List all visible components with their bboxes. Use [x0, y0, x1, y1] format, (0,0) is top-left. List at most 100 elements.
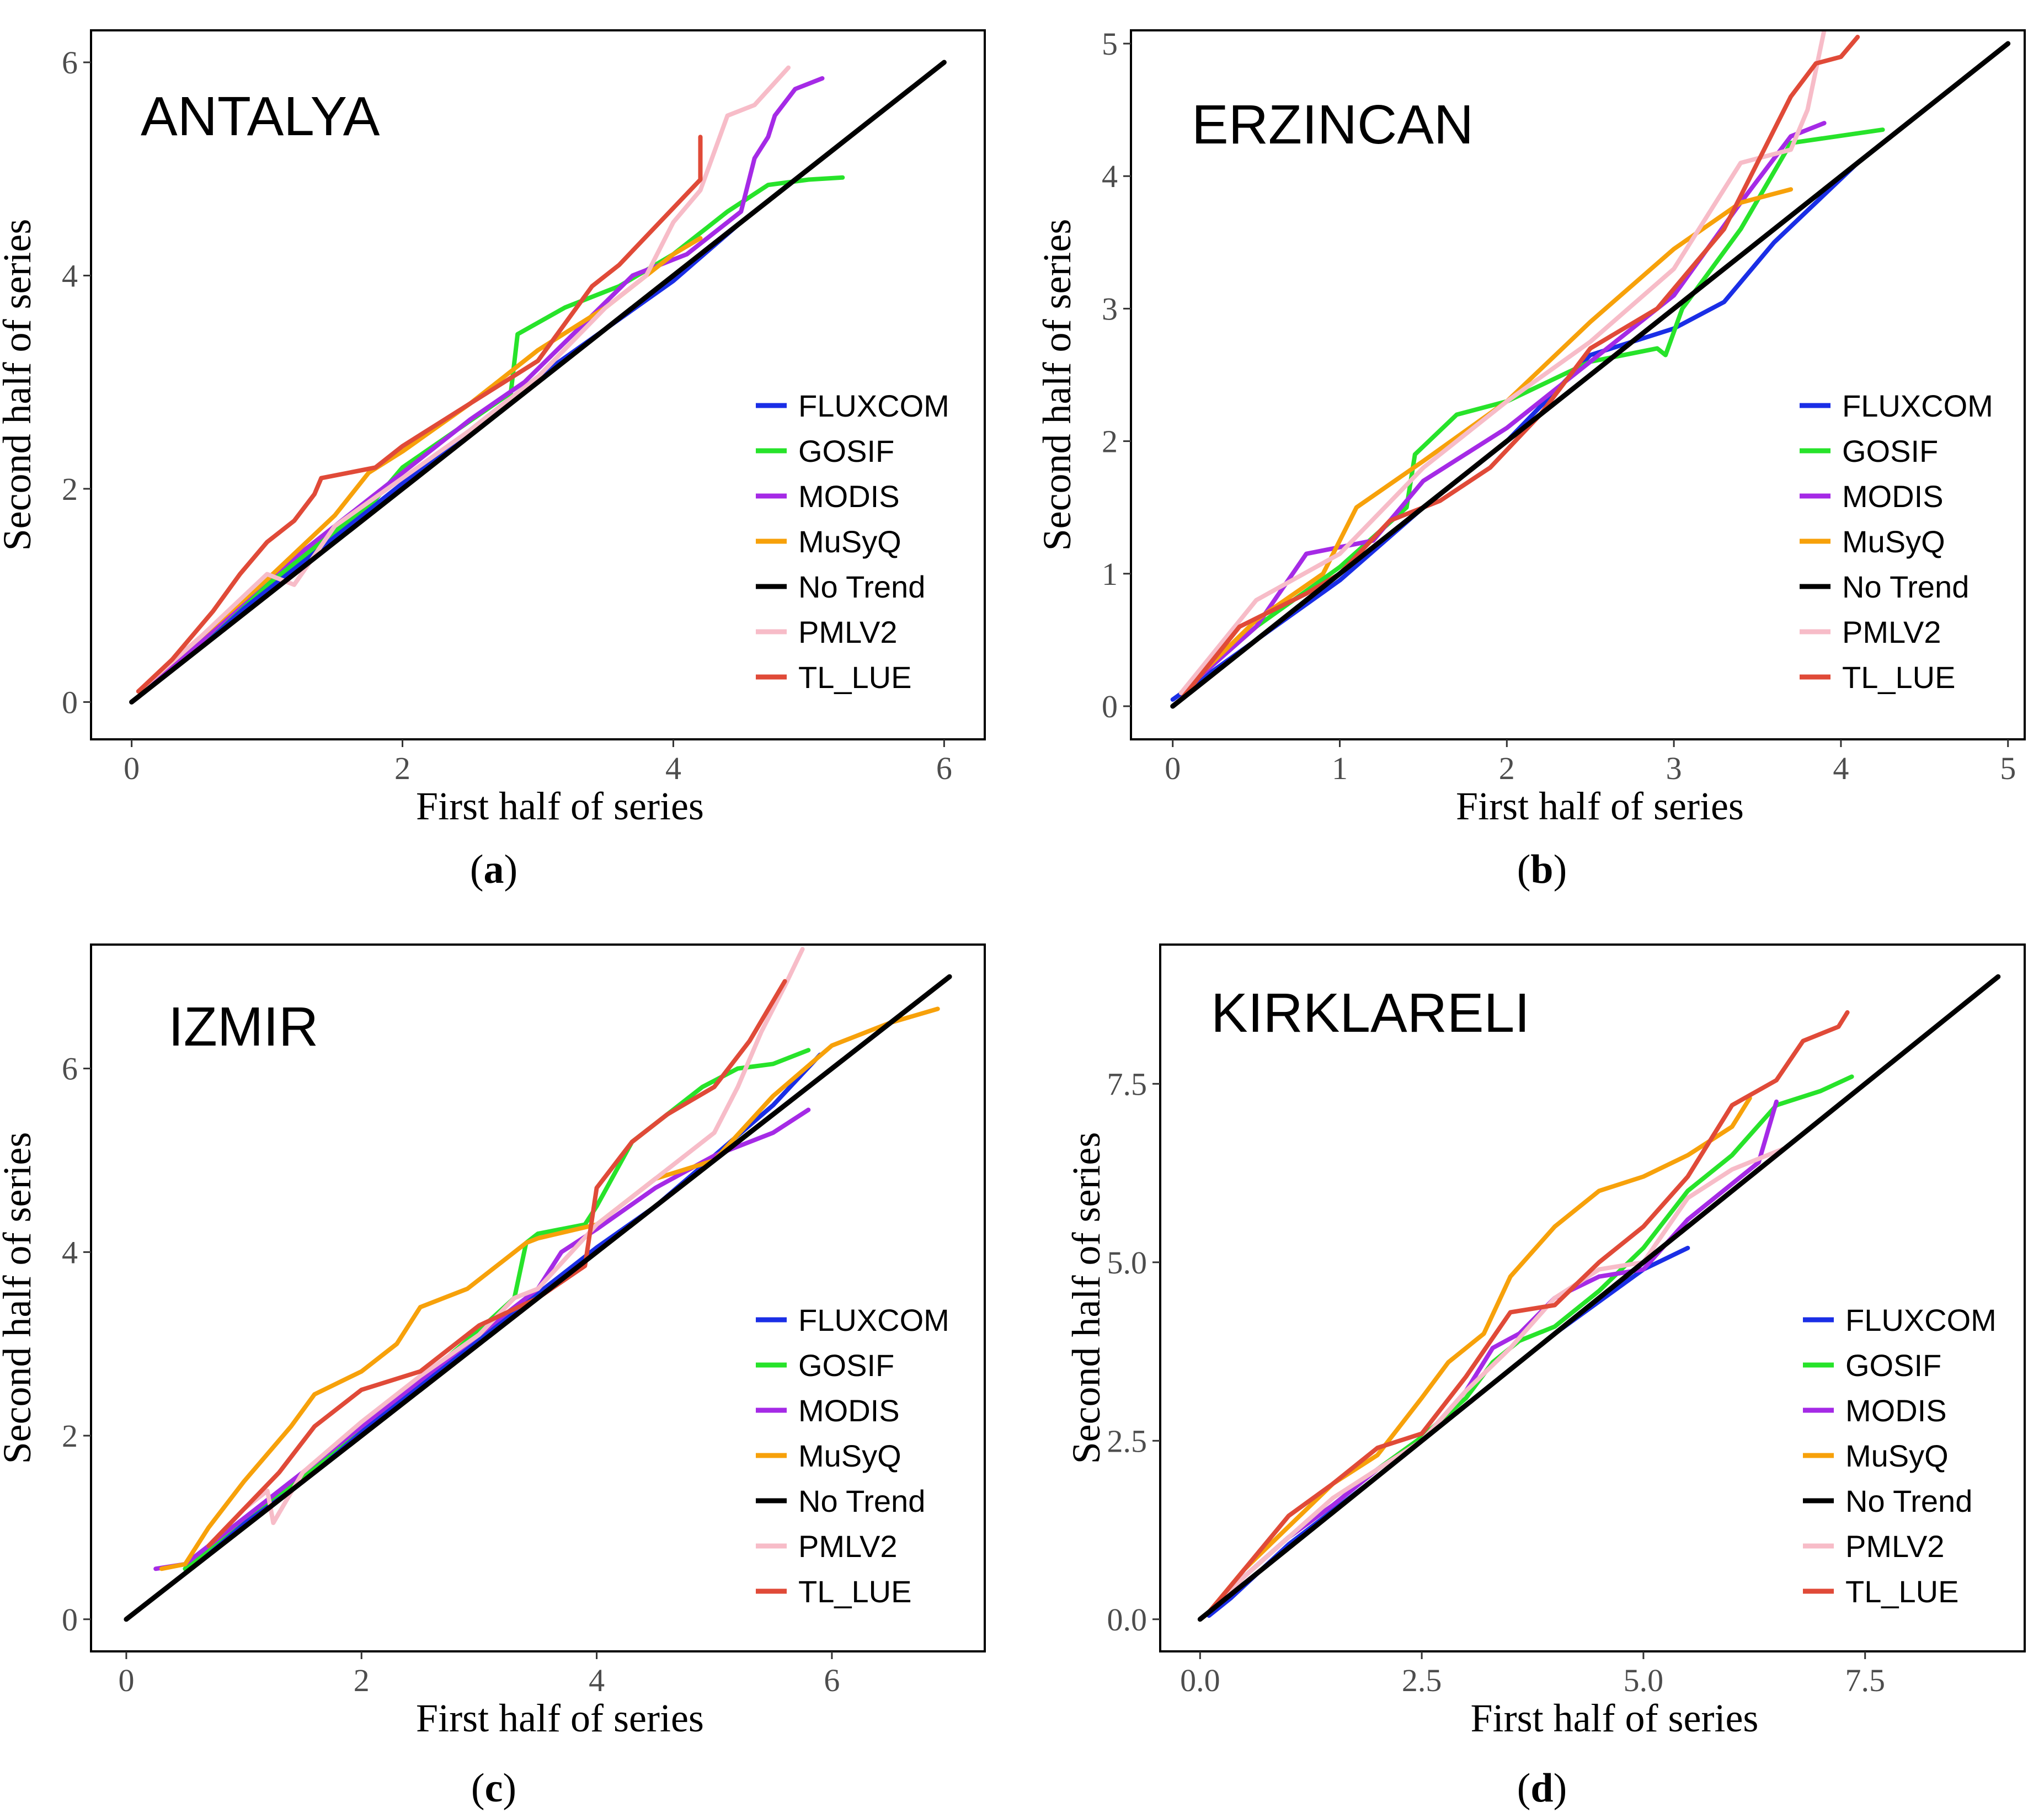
chart-chart_data-2-series-pmlv2	[206, 947, 805, 1548]
chart-chart_data-1-series-gosif	[1178, 127, 1885, 695]
chart-chart_data-2-ylabel: Second half of series	[0, 1132, 39, 1464]
chart-chart_data-3-series-tl-lue	[1207, 1010, 1850, 1614]
chart-chart_data-0-ylabel: Second half of series	[0, 219, 39, 551]
chart-chart_data-0-xtick-0: 0	[124, 750, 140, 786]
panel-b: 0 1 2 3 4 5 0 1 2 3 4 5 First half of series Second h…	[1035, 26, 2026, 892]
chart-chart_data-0-ytick-2: 4	[62, 258, 78, 294]
chart-chart_data-1-ylabel: Second half of series	[1035, 219, 1079, 551]
chart-chart_data-1-ytick-0: 0	[1102, 689, 1118, 724]
chart-chart_data-0-ytick-3: 6	[62, 45, 78, 81]
chart-chart_data-1-ytick-3: 3	[1102, 291, 1118, 327]
chart-chart_data-1-legend-tl-lue: TL_LUE	[1842, 660, 1955, 695]
chart-chart_data-3-ytick-1: 2.5	[1107, 1423, 1148, 1459]
chart-chart_data-0-xlabel: First half of series	[416, 784, 704, 828]
series-lines	[129, 60, 947, 705]
chart-chart_data-0-xtick-2: 4	[665, 750, 681, 786]
chart-chart_data-2-ytick-1: 2	[62, 1418, 78, 1454]
chart-chart_data-1-series-modis	[1178, 121, 1827, 695]
chart-chart_data-1-xtick-3: 3	[1666, 750, 1682, 786]
chart-chart_data-3-legend-no-trend: No Trend	[1845, 1484, 1972, 1518]
chart-chart_data-3-ytick-2: 5.0	[1107, 1245, 1148, 1281]
chart-chart_data-2-legend-pmlv2: PMLV2	[798, 1529, 897, 1564]
chart-chart_data-2-legend-gosif: GOSIF	[798, 1348, 894, 1383]
plot-frame	[90, 29, 986, 740]
chart-chart_data-3-ylabel: Second half of series	[1064, 1132, 1108, 1464]
chart-chart_data-1-panel-tag: (b)	[1517, 847, 1567, 892]
chart-chart_data-2-series-musyq	[159, 1006, 940, 1571]
chart-chart_data-2-legend-no-trend: No Trend	[798, 1484, 925, 1518]
legend: FLUXCOM GOSIF MODIS MuSyQ No Trend PMLV2 TL_LU…	[756, 1303, 949, 1609]
chart-chart_data-2-ytick-3: 6	[62, 1051, 78, 1087]
chart-chart_data-0-ytick-0: 0	[62, 684, 78, 720]
chart-chart_data-3-ytick-3: 7.5	[1107, 1066, 1148, 1102]
chart-chart_data-2-legend-modis: MODIS	[798, 1393, 900, 1428]
chart-chart_data-1-series-pmlv2	[1178, 31, 1827, 695]
chart-chart_data-1-xtick-5: 5	[2000, 750, 2016, 786]
chart-chart_data-0-station: ANTALYA	[141, 86, 380, 147]
chart-chart_data-2-legend-musyq: MuSyQ	[798, 1438, 901, 1473]
chart-chart_data-0-legend-fluxcom: FLUXCOM	[798, 388, 949, 423]
plot-frame	[1159, 943, 2026, 1652]
chart-chart_data-1-xtick-1: 1	[1332, 750, 1348, 786]
panel-a: 0 2 4 6 0 2 4 6 First half of series Second half …	[0, 29, 986, 892]
legend: FLUXCOM GOSIF MODIS MuSyQ No Trend PMLV2 TL_LU…	[1803, 1303, 1997, 1609]
chart-chart_data-1-legend-no-trend: No Trend	[1842, 569, 1969, 604]
chart-chart_data-1-legend-gosif: GOSIF	[1842, 434, 1938, 468]
chart-chart_data-1-legend-modis: MODIS	[1842, 479, 1944, 514]
chart-chart_data-1-series-tl-lue	[1178, 35, 1860, 702]
chart-chart_data-0-series-no-trend	[129, 60, 947, 705]
chart-chart_data-2-series-no-trend	[124, 974, 952, 1622]
plot-frame	[1130, 29, 2026, 740]
chart-chart_data-0-series-tl-lue	[136, 135, 703, 694]
chart-chart_data-1-xtick-0: 0	[1165, 750, 1181, 786]
chart-chart_data-1-ytick-1: 1	[1102, 556, 1118, 592]
chart-chart_data-1-legend-pmlv2: PMLV2	[1842, 615, 1941, 649]
panel-tag-letter: b	[1530, 847, 1553, 892]
chart-chart_data-0-legend-pmlv2: PMLV2	[798, 615, 897, 649]
chart-chart_data-2-ytick-2: 4	[62, 1234, 78, 1270]
chart-chart_data-1-station: ERZINCAN	[1192, 94, 1474, 156]
chart-chart_data-0-ytick-1: 2	[62, 471, 78, 507]
chart-chart_data-0-legend-tl-lue: TL_LUE	[798, 660, 911, 695]
chart-chart_data-1-xlabel: First half of series	[1456, 784, 1744, 828]
chart-chart_data-2-xtick-1: 2	[354, 1662, 370, 1698]
chart-chart_data-0-series-modis	[136, 76, 825, 694]
chart-chart_data-3-xtick-1: 2.5	[1402, 1662, 1442, 1698]
chart-chart_data-2-xlabel: First half of series	[416, 1696, 704, 1740]
chart-chart_data-3-xtick-3: 7.5	[1845, 1662, 1885, 1698]
chart-chart_data-3-legend-gosif: GOSIF	[1845, 1348, 1941, 1383]
chart-chart_data-1-ytick-4: 4	[1102, 158, 1118, 194]
chart-chart_data-2-station: IZMIR	[168, 996, 318, 1058]
chart-chart_data-3-series-fluxcom	[1207, 1245, 1690, 1618]
chart-chart_data-2-xtick-3: 6	[824, 1662, 840, 1698]
chart-chart_data-1-xtick-4: 4	[1833, 750, 1849, 786]
chart-chart_data-2-legend-tl-lue: TL_LUE	[798, 1574, 911, 1609]
plot-frame	[90, 943, 986, 1652]
chart-chart_data-0-legend-no-trend: No Trend	[798, 569, 925, 604]
legend: FLUXCOM GOSIF MODIS MuSyQ No Trend PMLV2 TL_LU…	[756, 388, 949, 695]
panel-d: 0.0 2.5 5.0 7.5 0.0 2.5 5.0 7.5 First half of se…	[1064, 943, 2026, 1811]
chart-chart_data-0-xtick-1: 2	[394, 750, 410, 786]
chart-chart_data-0-panel-tag: (a)	[470, 847, 517, 892]
chart-chart_data-1-xtick-2: 2	[1499, 750, 1515, 786]
chart-chart_data-3-series-modis	[1207, 1099, 1779, 1614]
chart-chart_data-3-ytick-0: 0.0	[1107, 1602, 1148, 1638]
chart-chart_data-3-series-no-trend	[1197, 974, 2001, 1622]
chart-chart_data-2-legend-fluxcom: FLUXCOM	[798, 1303, 949, 1337]
chart-chart_data-0-legend-modis: MODIS	[798, 479, 900, 514]
chart-chart_data-1-legend-musyq: MuSyQ	[1842, 524, 1945, 559]
chart-chart_data-1-series-musyq	[1178, 187, 1794, 695]
chart-chart_data-3-series-pmlv2	[1207, 1145, 1788, 1614]
chart-chart_data-1-ytick-2: 2	[1102, 424, 1118, 460]
chart-chart_data-0-legend-gosif: GOSIF	[798, 434, 894, 468]
chart-chart_data-3-legend-musyq: MuSyQ	[1845, 1438, 1949, 1473]
chart-chart_data-2-ytick-0: 0	[62, 1602, 78, 1638]
chart-chart_data-0-legend-musyq: MuSyQ	[798, 524, 901, 559]
chart-chart_data-2-xtick-0: 0	[118, 1662, 134, 1698]
chart-chart_data-1-series-no-trend	[1170, 41, 2011, 709]
chart-chart_data-3-xlabel: First half of series	[1471, 1696, 1759, 1740]
chart-chart_data-3-series-musyq	[1207, 1096, 1752, 1614]
chart-chart_data-3-xtick-0: 0.0	[1180, 1662, 1220, 1698]
panel-tag-letter: c	[485, 1766, 503, 1811]
